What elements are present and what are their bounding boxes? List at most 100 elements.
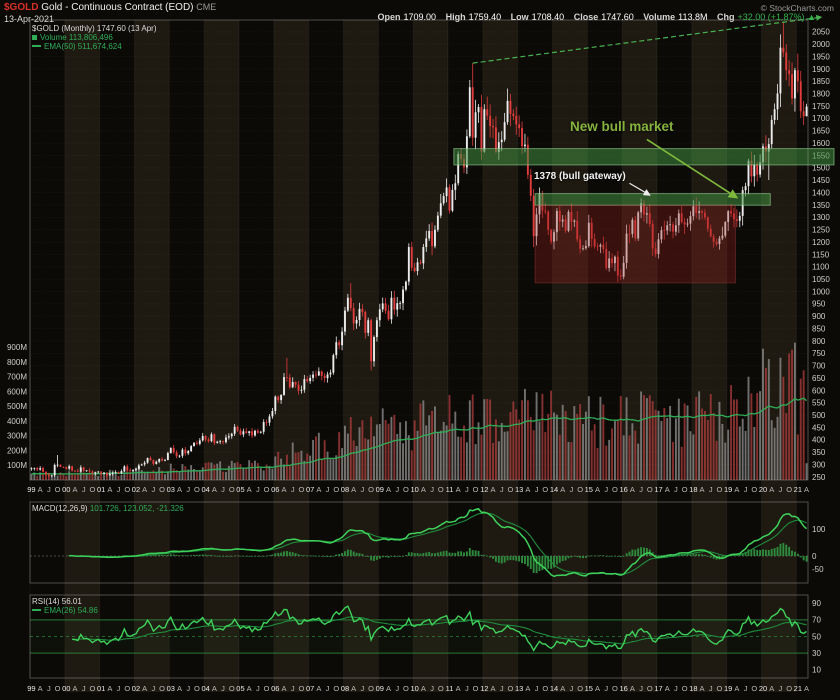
svg-text:A: A bbox=[560, 684, 565, 693]
svg-text:A: A bbox=[351, 485, 356, 494]
svg-text:O: O bbox=[751, 684, 757, 693]
svg-text:A: A bbox=[177, 485, 182, 494]
legend-volume-ema: EMA(50) 511,674,624 bbox=[32, 42, 122, 51]
svg-text:J: J bbox=[326, 684, 330, 693]
x-axis-labels-top: 99 A J O 00 A J O 01 A J O 02 A J O 03 A J O 04 A J O 05 A J O 06 A J O… bbox=[27, 485, 809, 494]
svg-text:800M: 800M bbox=[7, 358, 27, 367]
open-label: Open bbox=[377, 12, 401, 22]
svg-text:J: J bbox=[674, 485, 678, 494]
svg-text:O: O bbox=[264, 485, 270, 494]
svg-text:1400: 1400 bbox=[812, 188, 830, 197]
svg-text:99: 99 bbox=[27, 684, 35, 693]
svg-text:12: 12 bbox=[480, 684, 488, 693]
bull-gateway-arrow bbox=[629, 182, 651, 196]
svg-text:A: A bbox=[456, 485, 461, 494]
svg-text:500: 500 bbox=[812, 411, 826, 420]
legend-rsi-ema-text: EMA(26) 54.86 bbox=[44, 606, 98, 615]
legend-rsi: RSI(14) 56.01 bbox=[32, 597, 82, 606]
svg-text:O: O bbox=[647, 485, 653, 494]
svg-text:J: J bbox=[221, 485, 225, 494]
macd-signal-line bbox=[69, 512, 807, 575]
svg-text:J: J bbox=[604, 485, 608, 494]
svg-text:18: 18 bbox=[689, 485, 697, 494]
volume-ema-line bbox=[31, 397, 807, 475]
close-value: 1747.60 bbox=[601, 12, 634, 22]
svg-text:1850: 1850 bbox=[812, 77, 830, 86]
svg-text:A: A bbox=[38, 485, 43, 494]
ema-line-icon bbox=[32, 45, 41, 47]
svg-text:J: J bbox=[186, 684, 190, 693]
svg-text:A: A bbox=[142, 485, 147, 494]
svg-text:07: 07 bbox=[306, 485, 314, 494]
zone-base-box bbox=[534, 204, 736, 284]
volume-axis-labels: 100M 200M 300M 400M 500M 600M 700M 800M 900M bbox=[7, 343, 27, 470]
svg-text:1050: 1050 bbox=[812, 275, 830, 284]
low-value: 1708.40 bbox=[531, 12, 565, 22]
svg-text:1000: 1000 bbox=[812, 287, 830, 296]
svg-text:A: A bbox=[38, 684, 43, 693]
svg-text:1300: 1300 bbox=[812, 213, 830, 222]
svg-text:400: 400 bbox=[812, 436, 826, 445]
svg-text:-50: -50 bbox=[812, 565, 824, 574]
svg-text:1200: 1200 bbox=[812, 238, 830, 247]
svg-text:1150: 1150 bbox=[812, 250, 830, 259]
rsi-axis-labels: 90 70 50 30 10 bbox=[812, 599, 821, 674]
svg-text:O: O bbox=[403, 485, 409, 494]
legend-macd-name: MACD(12,26,9) bbox=[32, 504, 88, 513]
svg-text:O: O bbox=[647, 684, 653, 693]
symbol: $GOLD bbox=[4, 2, 39, 13]
callout-arrows bbox=[629, 138, 739, 199]
svg-text:A: A bbox=[491, 684, 496, 693]
svg-text:A: A bbox=[247, 485, 252, 494]
svg-text:O: O bbox=[333, 684, 339, 693]
svg-text:A: A bbox=[421, 684, 426, 693]
svg-text:J: J bbox=[570, 485, 574, 494]
svg-text:J: J bbox=[82, 485, 86, 494]
svg-text:650: 650 bbox=[812, 374, 826, 383]
svg-text:2000: 2000 bbox=[812, 40, 830, 49]
chg-value: +32.00 (+1.87%) bbox=[737, 12, 805, 22]
svg-text:A: A bbox=[247, 684, 252, 693]
legend-volume-ema-text: EMA(50) 511,674,624 bbox=[44, 42, 122, 51]
bull-trendline bbox=[472, 14, 823, 64]
svg-text:O: O bbox=[508, 684, 514, 693]
svg-text:16: 16 bbox=[619, 485, 627, 494]
svg-text:O: O bbox=[55, 485, 61, 494]
svg-text:A: A bbox=[734, 485, 739, 494]
svg-text:O: O bbox=[612, 684, 618, 693]
svg-text:O: O bbox=[229, 485, 235, 494]
svg-text:08: 08 bbox=[341, 684, 349, 693]
svg-text:J: J bbox=[361, 684, 365, 693]
svg-text:600M: 600M bbox=[7, 387, 27, 396]
svg-text:O: O bbox=[542, 485, 548, 494]
svg-text:04: 04 bbox=[201, 684, 209, 693]
svg-text:J: J bbox=[639, 684, 643, 693]
svg-text:J: J bbox=[570, 684, 574, 693]
svg-text:30: 30 bbox=[812, 649, 821, 658]
svg-text:O: O bbox=[89, 684, 95, 693]
svg-text:J: J bbox=[361, 485, 365, 494]
svg-text:16: 16 bbox=[619, 684, 627, 693]
svg-text:19: 19 bbox=[724, 684, 732, 693]
svg-text:O: O bbox=[577, 684, 583, 693]
svg-text:O: O bbox=[333, 485, 339, 494]
svg-text:0: 0 bbox=[812, 552, 817, 561]
zone-resistance-1550 bbox=[453, 148, 835, 166]
svg-text:J: J bbox=[430, 684, 434, 693]
svg-text:90: 90 bbox=[812, 599, 821, 608]
svg-text:A: A bbox=[107, 684, 112, 693]
svg-text:J: J bbox=[395, 485, 399, 494]
svg-text:J: J bbox=[256, 485, 260, 494]
quote-bar: Open 1709.00 High 1759.40 Low 1708.40 Close… bbox=[371, 12, 817, 22]
svg-text:500M: 500M bbox=[7, 402, 27, 411]
svg-text:A: A bbox=[700, 684, 705, 693]
svg-text:O: O bbox=[368, 485, 374, 494]
svg-text:850: 850 bbox=[812, 324, 826, 333]
open-value: 1709.00 bbox=[403, 12, 437, 22]
svg-text:A: A bbox=[107, 485, 112, 494]
svg-text:A: A bbox=[700, 485, 705, 494]
svg-text:07: 07 bbox=[306, 684, 314, 693]
svg-text:A: A bbox=[804, 485, 809, 494]
